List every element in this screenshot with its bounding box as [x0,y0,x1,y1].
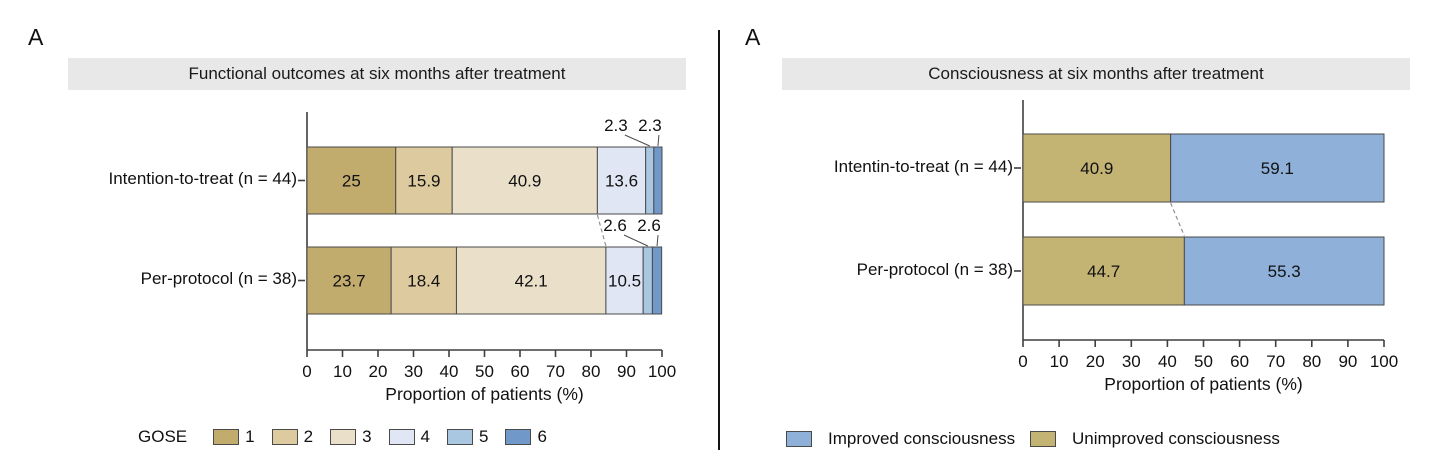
panel-consciousness: A Consciousness at six months after trea… [726,0,1452,470]
bar-value-label: 42.1 [515,272,548,291]
callout-leader-line [624,134,650,147]
legend-item-gose-1: 1 [213,427,255,447]
bar-segment [1022,133,1172,203]
legend-label-gose-2: 2 [303,427,314,446]
legend-label-gose-5: 5 [479,427,489,446]
x-axis-tick-label: 0 [302,362,311,381]
bar-value-label: 40.9 [1080,159,1113,178]
legend-item-gose-2: 2 [271,427,314,447]
panel-functional-outcomes: A Functional outcomes at six months afte… [28,24,686,447]
legend-item-gose-5: 5 [447,427,488,447]
x-axis-tick-label: 50 [1194,352,1213,371]
legend-gose: GOSE 1 2 3 4 5 6 [138,427,547,447]
x-axis-tick-label: 10 [333,362,352,381]
category-label-intentin-to-treat: Intentin-to-treat (n = 44) [833,157,1013,176]
x-axis-title-left: Proportion of patients (%) [385,384,584,404]
x-axis-tick-label: 50 [475,362,494,381]
bar-value-label: 13.6 [605,172,638,191]
bar-value-label: 25 [342,172,361,191]
category-label-intention-to-treat: Intention-to-treat (n = 44) [108,169,297,188]
legend-label-gose-4: 4 [420,427,430,446]
bar-value-label: 18.4 [407,272,440,291]
bar-segment [596,146,647,215]
callout-value-label: 2.3 [604,116,628,135]
bar-connector-dashed-line [1170,202,1185,237]
legend-swatch-gose-3 [330,429,357,445]
bar-segment [451,146,598,215]
legend-item-gose-6: 6 [505,427,547,447]
x-axis-tick-label: 60 [511,362,530,381]
bar-segment [306,246,392,315]
x-axis-tick-label: 60 [1230,352,1249,371]
legend-label-gose-6: 6 [537,427,547,446]
bar-segment [306,146,397,215]
bar-segment [1170,133,1385,203]
bar-value-label: 55.3 [1268,262,1301,281]
legend-swatch-gose-6 [505,429,532,445]
panel-divider [718,30,720,450]
x-axis-tick-label: 90 [617,362,636,381]
bar-segment [395,146,453,215]
panel-label-a-left: A [28,24,44,50]
x-axis-tick-label: 100 [648,362,676,381]
plot-area-consciousness: 0 10 20 30 40 50 60 70 80 90 100 40.9 59.1 44.7 55.3 [1014,100,1398,371]
plot-area-functional: 0 10 20 30 40 50 60 70 80 90 100 25 15.9 40.9 13.6 2.3 2… [298,112,676,381]
legend-swatch-gose-2 [271,429,298,445]
bar-segment [390,246,457,315]
bar-value-label: 15.9 [407,172,440,191]
legend-item-gose-3: 3 [330,427,372,447]
legend-label-gose-1: 1 [245,427,255,446]
x-axis-tick-label: 80 [582,362,601,381]
bar-value-label: 10.5 [608,272,641,291]
x-axis-tick-label: 10 [1050,352,1069,371]
bar-segment [1183,236,1385,306]
callout-value-label: 2.6 [603,216,627,235]
category-label-per-protocol-right: Per-protocol (n = 38) [856,260,1013,279]
legend-swatch-gose-1 [213,429,240,445]
x-axis-tick-label: 70 [546,362,565,381]
bar-value-label: 40.9 [508,172,541,191]
panel-label-a-right: A [745,24,761,50]
category-label-per-protocol: Per-protocol (n = 38) [140,269,297,288]
bar-connector-dashed-line [596,214,607,247]
bar-value-label: 23.7 [333,272,366,291]
x-axis-tick-label: 40 [1158,352,1177,371]
x-axis-tick-label: 20 [369,362,388,381]
x-axis-tick-label: 0 [1018,352,1027,371]
bar-segment [1022,236,1185,306]
bar-value-label: 59.1 [1261,159,1294,178]
bar-segment [653,146,663,215]
x-axis-tick-label: 90 [1338,352,1357,371]
legend-title-gose: GOSE [138,427,188,446]
x-axis-tick-label: 20 [1086,352,1105,371]
bar-segment [455,246,607,315]
callout-leader-line [656,234,659,247]
bar-value-label: 44.7 [1087,262,1120,281]
legend-label-gose-3: 3 [362,427,372,446]
callout-value-label: 2.3 [638,116,662,135]
bar-segment [642,246,653,315]
x-axis-title-right: Proportion of patients (%) [1104,374,1303,394]
x-axis-tick-label: 70 [1266,352,1285,371]
callout-value-label: 2.6 [637,216,661,235]
chart-title-functional: Functional outcomes at six months after … [68,58,686,90]
bar-segment [605,246,644,315]
legend-item-gose-4: 4 [388,427,430,447]
x-axis-tick-label: 30 [404,362,423,381]
x-axis-tick-label: 80 [1302,352,1321,371]
x-axis-tick-label: 100 [1370,352,1398,371]
x-axis-tick-label: 30 [1122,352,1141,371]
x-axis-tick-label: 40 [440,362,459,381]
legend-swatch-gose-4 [388,429,415,445]
callout-leader-line [657,134,660,147]
bar-segment [651,246,663,315]
legend-swatch-gose-5 [447,429,473,445]
chart-title-consciousness: Consciousness at six months after treatm… [782,58,1410,90]
callout-leader-line [623,234,649,247]
bar-segment [645,146,655,215]
